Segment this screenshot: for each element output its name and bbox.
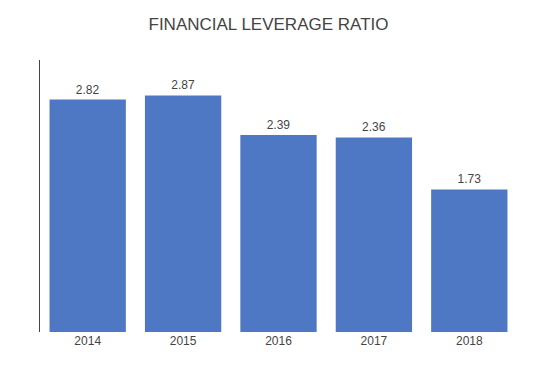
svg-text:2.39: 2.39 bbox=[267, 118, 291, 132]
svg-text:FINANCIAL LEVERAGE RATIO: FINANCIAL LEVERAGE RATIO bbox=[149, 15, 389, 34]
svg-text:2018: 2018 bbox=[456, 334, 483, 348]
svg-text:2.87: 2.87 bbox=[171, 78, 195, 92]
svg-text:2017: 2017 bbox=[361, 334, 388, 348]
svg-text:2.82: 2.82 bbox=[76, 83, 100, 97]
svg-text:2014: 2014 bbox=[74, 334, 101, 348]
svg-text:1.73: 1.73 bbox=[457, 172, 481, 186]
svg-text:2.36: 2.36 bbox=[362, 120, 386, 134]
svg-text:2016: 2016 bbox=[265, 334, 292, 348]
svg-text:2015: 2015 bbox=[170, 334, 197, 348]
